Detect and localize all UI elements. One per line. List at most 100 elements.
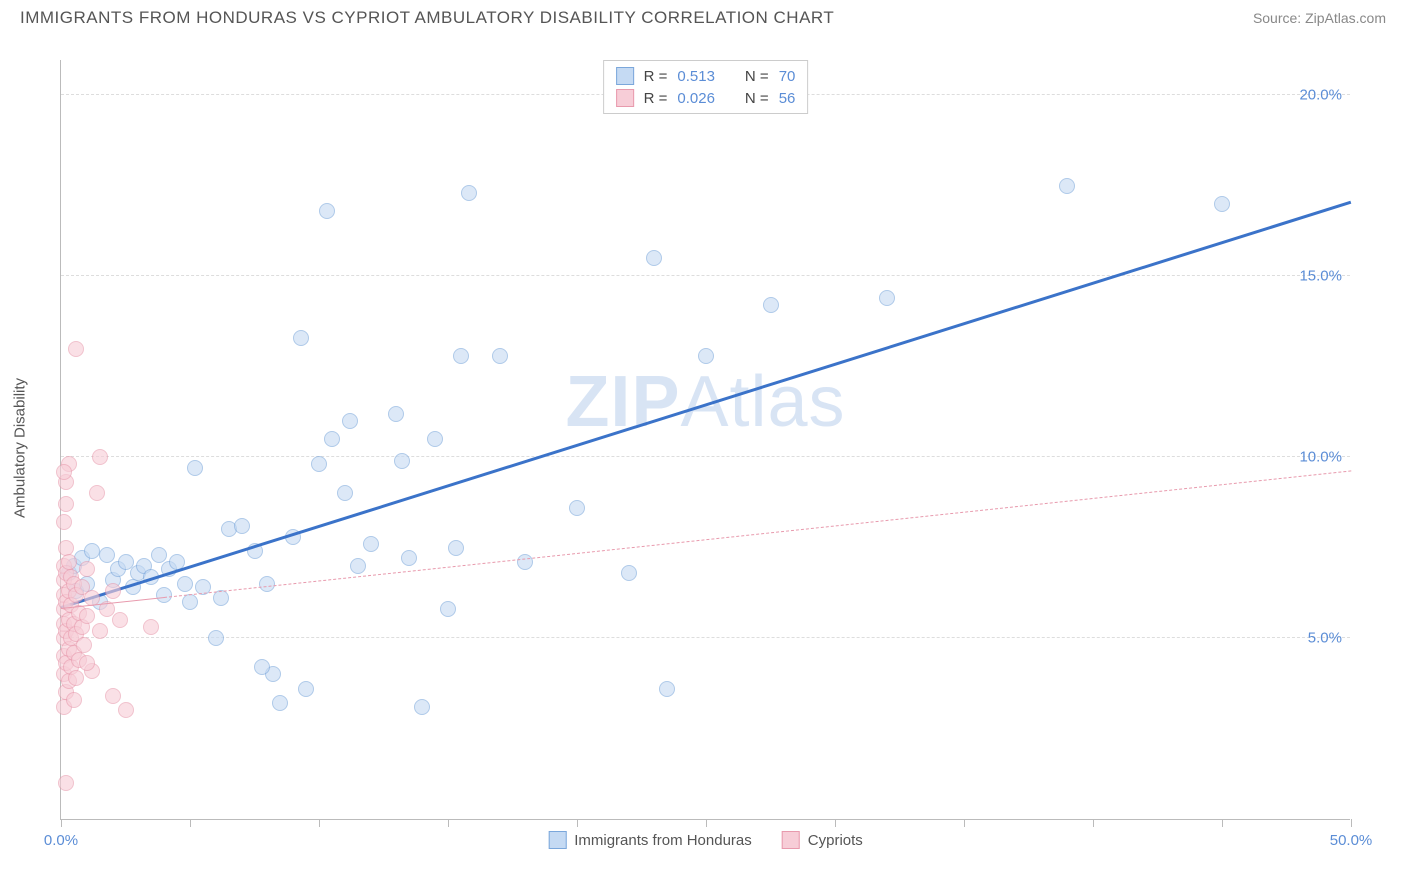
data-point bbox=[272, 695, 288, 711]
data-point bbox=[414, 699, 430, 715]
legend-item-series1: Immigrants from Honduras bbox=[548, 831, 752, 849]
legend-swatch-series1-bottom bbox=[548, 831, 566, 849]
gridline bbox=[61, 275, 1350, 276]
data-point bbox=[254, 659, 270, 675]
data-point bbox=[156, 587, 172, 603]
x-tick bbox=[835, 819, 836, 827]
data-point bbox=[92, 623, 108, 639]
data-point bbox=[151, 547, 167, 563]
data-point bbox=[208, 630, 224, 646]
data-point bbox=[177, 576, 193, 592]
data-point bbox=[388, 406, 404, 422]
plot-area: ZIPAtlas R = 0.513 N = 70 R = 0.026 N = … bbox=[60, 60, 1350, 820]
data-point bbox=[79, 608, 95, 624]
x-tick bbox=[577, 819, 578, 827]
data-point bbox=[363, 536, 379, 552]
data-point bbox=[58, 540, 74, 556]
data-point bbox=[118, 702, 134, 718]
data-point bbox=[68, 341, 84, 357]
data-point bbox=[84, 543, 100, 559]
legend-swatch-series2-bottom bbox=[782, 831, 800, 849]
data-point bbox=[659, 681, 675, 697]
y-tick-label: 20.0% bbox=[1299, 87, 1342, 104]
x-tick bbox=[1093, 819, 1094, 827]
data-point bbox=[298, 681, 314, 697]
data-point bbox=[68, 670, 84, 686]
data-point bbox=[112, 612, 128, 628]
y-tick-label: 10.0% bbox=[1299, 449, 1342, 466]
x-tick bbox=[706, 819, 707, 827]
data-point bbox=[342, 413, 358, 429]
chart-title: IMMIGRANTS FROM HONDURAS VS CYPRIOT AMBU… bbox=[20, 8, 834, 28]
data-point bbox=[213, 590, 229, 606]
data-point bbox=[311, 456, 327, 472]
data-point bbox=[79, 655, 95, 671]
data-point bbox=[89, 485, 105, 501]
data-point bbox=[293, 330, 309, 346]
trend-line bbox=[61, 201, 1352, 609]
chart-source: Source: ZipAtlas.com bbox=[1253, 10, 1386, 26]
x-tick bbox=[448, 819, 449, 827]
data-point bbox=[427, 431, 443, 447]
x-tick bbox=[1351, 819, 1352, 827]
legend-row-series2: R = 0.026 N = 56 bbox=[616, 87, 796, 109]
data-point bbox=[324, 431, 340, 447]
data-point bbox=[79, 561, 95, 577]
data-point bbox=[56, 514, 72, 530]
data-point bbox=[401, 550, 417, 566]
x-tick bbox=[190, 819, 191, 827]
chart-container: Ambulatory Disability ZIPAtlas R = 0.513… bbox=[50, 40, 1380, 855]
x-tick-label: 50.0% bbox=[1330, 832, 1373, 849]
legend-item-series2: Cypriots bbox=[782, 831, 863, 849]
data-point bbox=[92, 449, 108, 465]
data-point bbox=[350, 558, 366, 574]
data-point bbox=[763, 297, 779, 313]
legend-swatch-series2 bbox=[616, 89, 634, 107]
data-point bbox=[105, 583, 121, 599]
legend-row-series1: R = 0.513 N = 70 bbox=[616, 65, 796, 87]
data-point bbox=[234, 518, 250, 534]
data-point bbox=[182, 594, 198, 610]
data-point bbox=[517, 554, 533, 570]
chart-header: IMMIGRANTS FROM HONDURAS VS CYPRIOT AMBU… bbox=[0, 0, 1406, 32]
data-point bbox=[99, 547, 115, 563]
data-point bbox=[453, 348, 469, 364]
data-point bbox=[461, 185, 477, 201]
data-point bbox=[1059, 178, 1075, 194]
data-point bbox=[187, 460, 203, 476]
x-tick bbox=[1222, 819, 1223, 827]
x-tick bbox=[61, 819, 62, 827]
data-point bbox=[1214, 196, 1230, 212]
data-point bbox=[76, 637, 92, 653]
data-point bbox=[879, 290, 895, 306]
x-tick-label: 0.0% bbox=[44, 832, 78, 849]
data-point bbox=[569, 500, 585, 516]
data-point bbox=[621, 565, 637, 581]
legend-swatch-series1 bbox=[616, 67, 634, 85]
data-point bbox=[646, 250, 662, 266]
gridline bbox=[61, 637, 1350, 638]
x-tick bbox=[964, 819, 965, 827]
gridline bbox=[61, 456, 1350, 457]
y-axis-label: Ambulatory Disability bbox=[12, 377, 29, 517]
data-point bbox=[143, 619, 159, 635]
data-point bbox=[698, 348, 714, 364]
data-point bbox=[56, 464, 72, 480]
data-point bbox=[259, 576, 275, 592]
data-point bbox=[440, 601, 456, 617]
data-point bbox=[319, 203, 335, 219]
data-point bbox=[448, 540, 464, 556]
data-point bbox=[394, 453, 410, 469]
x-tick bbox=[319, 819, 320, 827]
y-tick-label: 15.0% bbox=[1299, 268, 1342, 285]
data-point bbox=[492, 348, 508, 364]
y-tick-label: 5.0% bbox=[1308, 630, 1342, 647]
data-point bbox=[58, 496, 74, 512]
data-point bbox=[58, 775, 74, 791]
data-point bbox=[105, 688, 121, 704]
data-point bbox=[61, 554, 77, 570]
series-legend: Immigrants from Honduras Cypriots bbox=[548, 831, 863, 849]
data-point bbox=[337, 485, 353, 501]
correlation-legend: R = 0.513 N = 70 R = 0.026 N = 56 bbox=[603, 60, 809, 114]
data-point bbox=[66, 692, 82, 708]
